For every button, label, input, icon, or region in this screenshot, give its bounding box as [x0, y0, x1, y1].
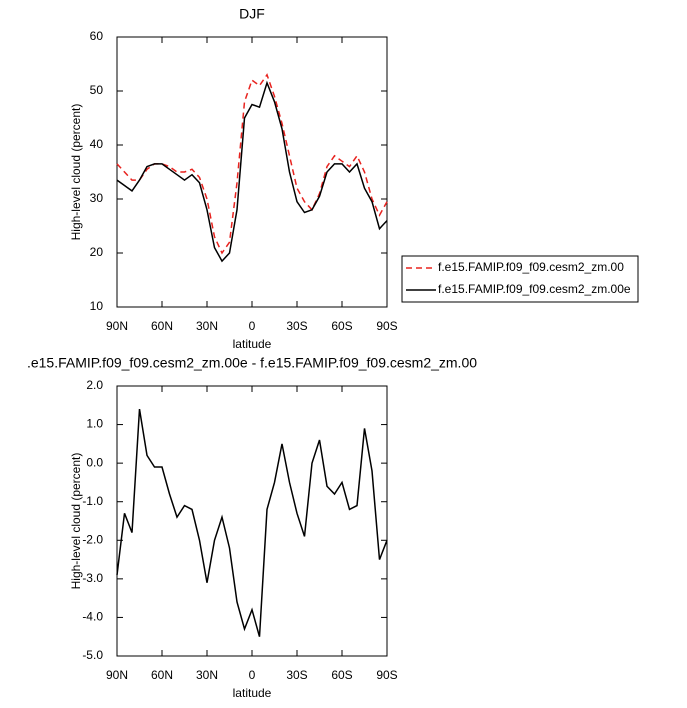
chart-title: .e15.FAMIP.f09_f09.cesm2_zm.00e - f.e15.… [27, 355, 477, 371]
x-tick-label: 60S [331, 668, 352, 682]
x-tick-label: 30N [196, 668, 218, 682]
y-tick-label: 50 [90, 83, 104, 97]
x-tick-label: 60S [331, 319, 352, 333]
legend-frame [401, 255, 639, 303]
plot-frame [116, 36, 388, 308]
y-tick-label: -4.0 [82, 610, 103, 624]
x-axis-label: latitude [233, 686, 272, 700]
y-tick-label: -3.0 [82, 571, 103, 585]
y-tick-label: -2.0 [82, 532, 103, 546]
x-tick-label: 0 [249, 319, 256, 333]
y-tick-label: 2.0 [86, 378, 103, 392]
y-tick-label: 0.0 [86, 455, 103, 469]
chart-title: DJF [239, 6, 265, 22]
data-line [116, 80, 388, 263]
x-tick-label: 60N [151, 319, 173, 333]
y-tick-label: 1.0 [86, 417, 103, 431]
legend-label: f.e15.FAMIP.f09_f09.cesm2_zm.00 [438, 260, 624, 274]
x-tick-label: 0 [249, 668, 256, 682]
x-tick-label: 30N [196, 319, 218, 333]
x-tick-label: 60N [151, 668, 173, 682]
y-tick-label: 60 [90, 29, 104, 43]
y-tick-label: 30 [90, 191, 104, 205]
x-tick-label: 90N [106, 668, 128, 682]
y-tick-label: -5.0 [82, 648, 103, 662]
x-tick-label: 90S [376, 319, 397, 333]
x-tick-label: 30S [286, 319, 307, 333]
y-tick-label: 40 [90, 137, 104, 151]
data-line [116, 408, 388, 637]
data-line [116, 73, 388, 255]
y-tick-label: 20 [90, 245, 104, 259]
x-axis-label: latitude [233, 337, 272, 351]
y-axis-label: High-level cloud (percent) [69, 453, 83, 590]
x-tick-label: 90S [376, 668, 397, 682]
x-tick-label: 90N [106, 319, 128, 333]
legend-label: f.e15.FAMIP.f09_f09.cesm2_zm.00e [438, 282, 631, 296]
plot-frame [116, 385, 388, 657]
x-tick-label: 30S [286, 668, 307, 682]
y-axis-label: High-level cloud (percent) [69, 104, 83, 241]
y-tick-label: 10 [90, 299, 104, 313]
y-tick-label: -1.0 [82, 494, 103, 508]
